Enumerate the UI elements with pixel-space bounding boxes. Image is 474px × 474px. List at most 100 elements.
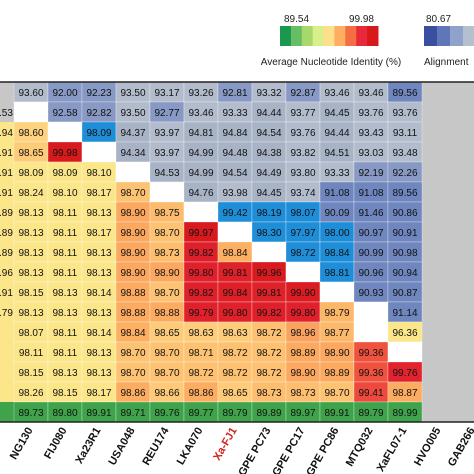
column-label: GPE PC73 xyxy=(236,426,273,474)
cell-value: 98.11 xyxy=(53,328,78,339)
heatmap-cell xyxy=(183,201,219,223)
cell-value: 93.60 xyxy=(18,88,43,99)
cell-value: 98.79 xyxy=(324,308,349,319)
cell-value: 98.90 xyxy=(120,228,145,239)
cell-value: 94.45 xyxy=(256,188,281,199)
cell-value: 98.07 xyxy=(18,328,43,339)
cell-value: 92.23 xyxy=(86,88,111,99)
heatmap-cell xyxy=(353,321,389,343)
cell-value: 94.45 xyxy=(324,108,349,119)
column-label: GPE PC86 xyxy=(304,426,341,474)
cell-value: 93.26 xyxy=(188,88,213,99)
cell-value: 92.87 xyxy=(290,88,315,99)
row-edge-cell xyxy=(0,322,14,342)
cell-value: 94.34 xyxy=(120,148,145,159)
cell-value: 99.80 xyxy=(188,268,213,279)
cell-value: 99.82 xyxy=(256,308,281,319)
cell-value: 93.98 xyxy=(222,188,247,199)
cell-value: 94.44 xyxy=(324,128,349,139)
cell-value: 94.48 xyxy=(222,148,247,159)
cell-value: 93.76 xyxy=(290,128,315,139)
cell-value: 98.88 xyxy=(120,288,145,299)
cell-value: 98.11 xyxy=(53,208,78,219)
cell-value: 98.84 xyxy=(222,248,247,259)
cell-value: 98.10 xyxy=(52,188,77,199)
cell-value: 98.72 xyxy=(222,368,247,379)
cell-value: 99.90 xyxy=(290,288,315,299)
cell-value: 98.77 xyxy=(324,328,349,339)
cell-value: 99.82 xyxy=(188,248,213,259)
cell-value: 98.26 xyxy=(18,388,43,399)
cell-value: 98.11 xyxy=(53,268,78,279)
cell-value: 93.80 xyxy=(290,168,315,179)
cell-value: 99.76 xyxy=(392,368,417,379)
row-edge-label: .96 xyxy=(0,268,13,279)
row-edge-cell xyxy=(0,102,14,122)
cell-value: 93.46 xyxy=(188,108,213,119)
cell-value: 89.76 xyxy=(154,408,179,419)
cell-value: 99.84 xyxy=(222,288,247,299)
row-edge-label: .91 xyxy=(0,168,13,179)
heatmap-cell xyxy=(251,241,287,263)
cell-value: 98.84 xyxy=(120,328,145,339)
cell-value: 98.10 xyxy=(86,168,111,179)
cell-value: 89.80 xyxy=(52,408,77,419)
cell-value: 99.79 xyxy=(188,308,213,319)
ani-legend-title: Average Nucleotide Identity (%) xyxy=(261,57,401,68)
cell-value: 90.99 xyxy=(358,248,383,259)
cell-value: 98.13 xyxy=(18,208,43,219)
column-label: MTQ032 xyxy=(344,426,376,469)
cell-value: 99.98 xyxy=(52,148,77,159)
cell-value: 94.81 xyxy=(188,128,213,139)
cell-value: 94.37 xyxy=(120,128,145,139)
cell-value: 89.91 xyxy=(86,408,111,419)
cell-value: 98.24 xyxy=(18,188,43,199)
column-label: XaFL07-1 xyxy=(375,426,410,474)
cell-value: 98.81 xyxy=(324,268,349,279)
cell-value: 94.38 xyxy=(256,148,281,159)
cell-value: 99.81 xyxy=(222,268,247,279)
cell-value: 98.65 xyxy=(154,328,179,339)
cell-value: 98.13 xyxy=(18,268,43,279)
row-edge-cell xyxy=(0,202,14,222)
cell-value: 98.70 xyxy=(154,288,179,299)
cell-value: 94.53 xyxy=(154,168,179,179)
cell-value: 89.56 xyxy=(392,188,417,199)
cell-value: 98.73 xyxy=(256,388,281,399)
cell-value: 98.15 xyxy=(18,288,43,299)
cell-value: 98.09 xyxy=(18,168,43,179)
cell-value: 98.11 xyxy=(53,248,78,259)
cell-value: 92.58 xyxy=(52,108,77,119)
cell-value: 93.76 xyxy=(358,108,383,119)
cell-value: 98.13 xyxy=(86,348,111,359)
cell-value: 90.87 xyxy=(392,288,417,299)
row-edge-cell xyxy=(0,342,14,362)
ani-legend-swatch xyxy=(345,26,357,46)
column-label: Xa23R1 xyxy=(73,426,103,466)
row-edge-cell xyxy=(0,162,14,182)
cell-value: 92.00 xyxy=(52,88,77,99)
cell-value: 99.80 xyxy=(222,308,247,319)
heatmap-cell xyxy=(115,161,151,183)
cell-value: 91.08 xyxy=(324,188,349,199)
cell-value: 98.90 xyxy=(120,208,145,219)
cell-value: 99.41 xyxy=(358,388,383,399)
row-edge-cell xyxy=(0,282,14,302)
cell-value: 89.99 xyxy=(392,408,417,419)
cell-value: 98.90 xyxy=(154,268,179,279)
alignment-legend-swatch xyxy=(463,26,474,46)
cell-value: 98.13 xyxy=(86,368,111,379)
cell-value: 89.56 xyxy=(392,88,417,99)
cell-value: 98.70 xyxy=(324,388,349,399)
cell-value: 92.82 xyxy=(86,108,111,119)
row-edge-cell xyxy=(0,82,14,102)
cell-value: 98.70 xyxy=(154,348,179,359)
cell-value: 98.87 xyxy=(392,388,417,399)
cell-value: 93.32 xyxy=(256,88,281,99)
ani-legend-swatch xyxy=(290,26,303,46)
cell-value: 98.96 xyxy=(290,328,315,339)
heatmap-cell xyxy=(319,281,355,303)
cell-value: 93.48 xyxy=(392,148,417,159)
cell-value: 90.86 xyxy=(392,208,417,219)
